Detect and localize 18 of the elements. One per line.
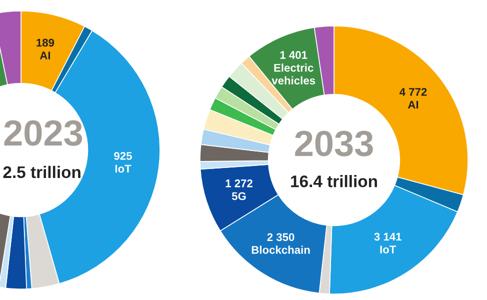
data-label: 2 350 [267, 233, 294, 242]
slice-label: IoT [115, 164, 132, 173]
slice-label: 5G [232, 192, 246, 200]
data-label: 1 272 [226, 179, 252, 188]
slice-label: Blockchain [252, 246, 310, 254]
slice-label: AI [408, 100, 418, 109]
slice-label: IoT [380, 246, 396, 254]
text: 2033 [295, 130, 373, 156]
text: 2023 [4, 120, 82, 146]
data-label: 1 401 [280, 51, 308, 59]
slice-label: AI [40, 52, 50, 60]
data-label: 3 141 [374, 232, 402, 241]
text: 2.5 trillion [3, 166, 80, 178]
slice-label: Electric vehicles [272, 64, 316, 84]
data-label: 189 [36, 38, 54, 47]
text: 16.4 trillion [291, 175, 377, 188]
data-label: 925 [114, 152, 132, 160]
data-label: 4 772 [400, 88, 427, 96]
